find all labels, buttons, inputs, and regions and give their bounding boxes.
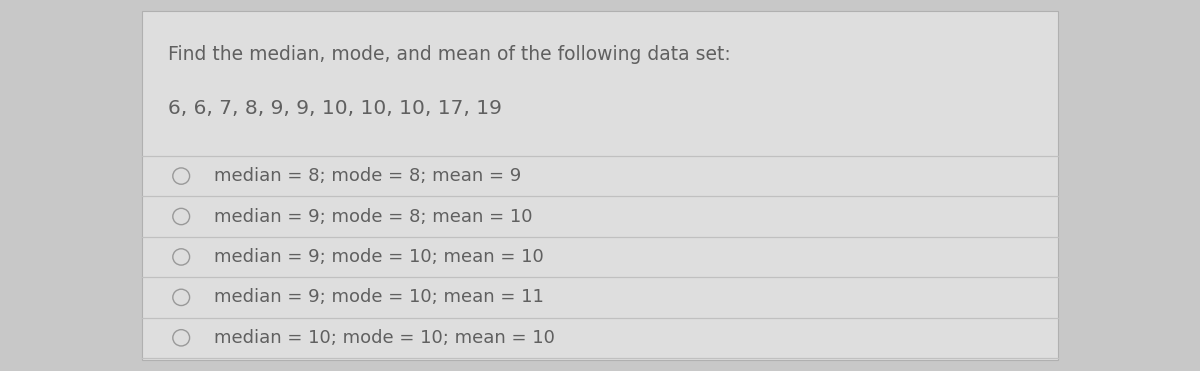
- Text: median = 9; mode = 10; mean = 11: median = 9; mode = 10; mean = 11: [214, 288, 544, 306]
- FancyBboxPatch shape: [142, 11, 1058, 360]
- Text: median = 9; mode = 8; mean = 10: median = 9; mode = 8; mean = 10: [214, 207, 532, 226]
- Text: median = 9; mode = 10; mean = 10: median = 9; mode = 10; mean = 10: [214, 248, 544, 266]
- Text: 6, 6, 7, 8, 9, 9, 10, 10, 10, 17, 19: 6, 6, 7, 8, 9, 9, 10, 10, 10, 17, 19: [168, 99, 502, 118]
- Text: median = 10; mode = 10; mean = 10: median = 10; mode = 10; mean = 10: [214, 329, 554, 347]
- Text: median = 8; mode = 8; mean = 9: median = 8; mode = 8; mean = 9: [214, 167, 521, 185]
- Text: Find the median, mode, and mean of the following data set:: Find the median, mode, and mean of the f…: [168, 45, 731, 64]
